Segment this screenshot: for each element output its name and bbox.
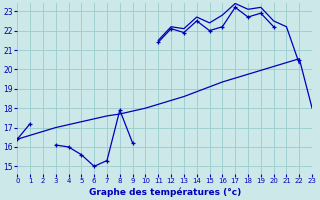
- X-axis label: Graphe des températures (°c): Graphe des températures (°c): [89, 187, 241, 197]
